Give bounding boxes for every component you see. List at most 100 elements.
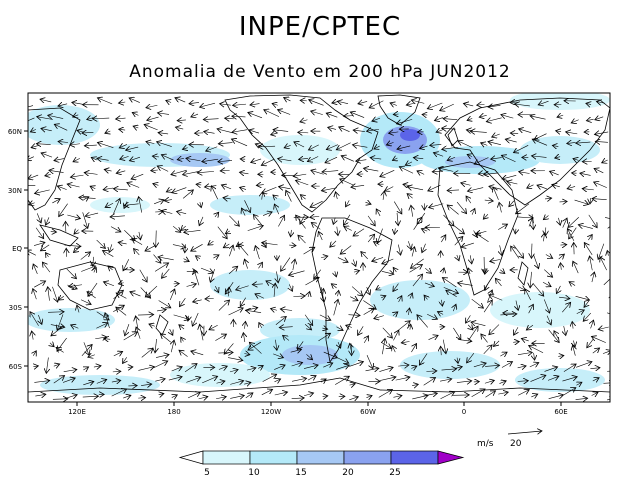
wind-vector [423, 393, 438, 396]
wind-vector [72, 102, 83, 104]
wind-vector [471, 298, 484, 308]
wind-vector [196, 184, 201, 185]
wind-vector [310, 216, 320, 217]
wind-vector [291, 363, 303, 366]
wind-vector [501, 115, 514, 119]
wind-vector [442, 278, 457, 288]
wind-vector [272, 104, 278, 106]
wind-vector [511, 246, 520, 259]
wind-vector [293, 296, 305, 297]
wind-vector [250, 104, 260, 106]
wind-vector [93, 256, 94, 266]
wind-vector [353, 130, 365, 132]
wind-vector [82, 396, 99, 397]
wind-vector [580, 173, 591, 175]
wind-vector [351, 185, 365, 187]
wind-vector [85, 213, 99, 216]
wind-vector [255, 246, 260, 260]
wind-vector [304, 324, 311, 330]
wind-vector [110, 216, 125, 217]
wind-vector [35, 227, 44, 239]
wind-vector [548, 395, 564, 399]
wind-vector [218, 143, 233, 144]
wind-vector [488, 105, 501, 107]
wind-vector [71, 325, 79, 328]
wind-vector [127, 183, 140, 188]
wind-vector [253, 214, 264, 227]
wind-vector [544, 367, 558, 372]
wind-vector [80, 299, 91, 305]
wind-vector [399, 167, 414, 174]
wind-vector [228, 266, 238, 275]
wind-vector [397, 212, 398, 226]
wind-vector [246, 368, 256, 370]
wind-vector [261, 158, 275, 165]
wind-vector [276, 271, 278, 282]
wind-vector [513, 342, 519, 343]
wind-vector [322, 289, 323, 299]
wind-vector [537, 185, 547, 189]
wind-vector [136, 327, 140, 339]
wind-vector [421, 229, 428, 231]
wind-vector [309, 100, 324, 106]
wind-vector [177, 211, 187, 213]
wind-vector [586, 119, 594, 121]
wind-vector [410, 293, 412, 298]
wind-vector [372, 257, 384, 261]
wind-vector [229, 215, 239, 226]
wind-vector [372, 118, 381, 121]
wind-vector [215, 212, 219, 217]
lon-label-60w: 60W [360, 408, 376, 416]
wind-vector [607, 251, 608, 256]
wind-vector [203, 119, 219, 120]
wind-vector [179, 350, 188, 357]
wind-vector [569, 282, 576, 286]
wind-vector [401, 342, 410, 343]
wind-vector [437, 312, 443, 315]
map-area [28, 93, 610, 402]
wind-vector [208, 241, 214, 245]
wind-vector [376, 209, 380, 217]
wind-vector [244, 200, 250, 212]
wind-vector [59, 296, 64, 300]
wind-vector [323, 396, 328, 397]
wind-vector [488, 142, 501, 145]
wind-vector [120, 156, 129, 159]
wind-vector [186, 377, 200, 383]
lon-label-120w: 120W [261, 408, 281, 416]
colorbar-high-end [437, 450, 465, 465]
wind-vector [493, 187, 499, 200]
wind-vector [28, 105, 34, 108]
wind-vector [155, 379, 165, 381]
wind-vector [584, 300, 590, 307]
wind-vector [146, 105, 158, 107]
wind-vector [592, 272, 595, 283]
wind-vector [330, 240, 337, 247]
wind-vector [463, 103, 474, 105]
wind-vector [138, 398, 145, 399]
wind-vector [274, 365, 285, 370]
wind-vector [231, 139, 248, 147]
wind-vector [38, 314, 41, 324]
wind-vector [447, 190, 460, 191]
wind-vector [229, 245, 233, 257]
wind-vector [341, 156, 354, 162]
wind-vector [526, 325, 534, 330]
wind-vector [83, 367, 88, 370]
wind-vector [392, 158, 397, 160]
wind-vector [458, 141, 473, 148]
wind-vector [291, 398, 305, 399]
wind-vector [273, 195, 277, 199]
wind-vector [286, 190, 292, 202]
wind-vector [367, 129, 380, 131]
wind-vector [442, 147, 459, 149]
wind-vector [300, 195, 305, 199]
wind-vector [392, 346, 395, 353]
wind-vector [413, 158, 424, 159]
wind-vector [110, 226, 121, 232]
wind-vector [530, 271, 531, 288]
wind-vector [319, 314, 331, 320]
wind-vector [427, 314, 437, 319]
wind-vector [256, 185, 264, 186]
wind-vector [294, 142, 305, 148]
